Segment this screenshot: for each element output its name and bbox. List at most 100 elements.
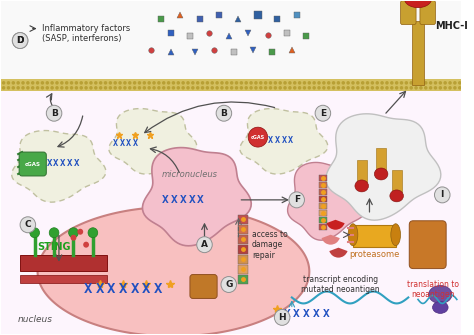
- Circle shape: [419, 86, 423, 90]
- Circle shape: [327, 81, 330, 85]
- Circle shape: [356, 81, 360, 85]
- Text: X: X: [107, 282, 116, 296]
- Text: access to
damage
repair: access to damage repair: [252, 230, 288, 260]
- Circle shape: [74, 81, 78, 85]
- Circle shape: [201, 81, 204, 85]
- Circle shape: [60, 86, 64, 90]
- Circle shape: [65, 86, 68, 90]
- Circle shape: [7, 86, 10, 90]
- Circle shape: [288, 81, 292, 85]
- Text: X: X: [313, 310, 319, 319]
- Circle shape: [17, 86, 20, 90]
- Circle shape: [278, 86, 282, 90]
- Ellipse shape: [428, 285, 452, 304]
- Circle shape: [371, 86, 374, 90]
- Circle shape: [312, 86, 316, 90]
- Circle shape: [366, 81, 369, 85]
- Circle shape: [448, 86, 452, 90]
- Circle shape: [84, 81, 88, 85]
- Bar: [20, 255, 108, 271]
- Circle shape: [167, 86, 170, 90]
- Ellipse shape: [374, 168, 388, 180]
- Circle shape: [70, 86, 73, 90]
- Text: X: X: [67, 158, 73, 168]
- Circle shape: [182, 81, 185, 85]
- Text: cGAS: cGAS: [251, 135, 265, 140]
- Wedge shape: [329, 248, 347, 258]
- Bar: [0, 85, 461, 334]
- Text: G: G: [225, 280, 232, 289]
- Text: MHC-I: MHC-I: [436, 20, 468, 30]
- Polygon shape: [12, 131, 106, 202]
- Circle shape: [230, 81, 233, 85]
- Circle shape: [235, 81, 238, 85]
- Bar: [392, 170, 401, 192]
- Circle shape: [2, 86, 5, 90]
- Bar: [319, 196, 327, 202]
- Circle shape: [94, 86, 98, 90]
- FancyBboxPatch shape: [190, 275, 217, 298]
- Circle shape: [410, 81, 413, 85]
- FancyBboxPatch shape: [420, 1, 436, 24]
- Circle shape: [147, 81, 151, 85]
- Circle shape: [128, 86, 131, 90]
- Circle shape: [206, 81, 209, 85]
- Circle shape: [317, 81, 321, 85]
- Text: STING: STING: [37, 242, 71, 252]
- Circle shape: [332, 81, 335, 85]
- Circle shape: [99, 81, 102, 85]
- Circle shape: [220, 86, 224, 90]
- Circle shape: [26, 86, 29, 90]
- Circle shape: [55, 81, 59, 85]
- Circle shape: [113, 86, 117, 90]
- Circle shape: [303, 86, 306, 90]
- Circle shape: [444, 81, 447, 85]
- Ellipse shape: [404, 0, 432, 8]
- Bar: [238, 245, 248, 254]
- Circle shape: [235, 86, 238, 90]
- Circle shape: [36, 86, 39, 90]
- Circle shape: [84, 86, 88, 90]
- Circle shape: [70, 81, 73, 85]
- Circle shape: [269, 86, 272, 90]
- Text: Inflammatory factors
(SASP, interferons): Inflammatory factors (SASP, interferons): [43, 24, 131, 43]
- Circle shape: [21, 81, 25, 85]
- Bar: [238, 275, 248, 283]
- Circle shape: [65, 81, 68, 85]
- Circle shape: [186, 81, 190, 85]
- Circle shape: [49, 228, 59, 238]
- Circle shape: [186, 86, 190, 90]
- Bar: [319, 182, 327, 188]
- Circle shape: [414, 81, 418, 85]
- Wedge shape: [327, 220, 345, 230]
- Text: X: X: [133, 139, 138, 148]
- Circle shape: [17, 81, 20, 85]
- Polygon shape: [326, 114, 441, 220]
- Circle shape: [283, 86, 287, 90]
- Circle shape: [453, 86, 456, 90]
- Circle shape: [273, 86, 277, 90]
- Circle shape: [83, 242, 89, 248]
- Circle shape: [269, 81, 272, 85]
- Circle shape: [230, 86, 233, 90]
- Circle shape: [138, 86, 141, 90]
- Text: X: X: [282, 136, 287, 145]
- Circle shape: [385, 86, 389, 90]
- Circle shape: [405, 86, 408, 90]
- Bar: [238, 225, 248, 234]
- Circle shape: [21, 86, 25, 90]
- Circle shape: [20, 217, 36, 233]
- Text: C: C: [25, 220, 31, 229]
- Circle shape: [216, 105, 232, 121]
- Circle shape: [429, 86, 432, 90]
- Circle shape: [89, 86, 93, 90]
- Circle shape: [458, 81, 462, 85]
- Circle shape: [429, 81, 432, 85]
- Bar: [319, 203, 327, 209]
- Circle shape: [444, 86, 447, 90]
- Circle shape: [303, 81, 306, 85]
- Circle shape: [248, 127, 268, 147]
- Circle shape: [264, 86, 267, 90]
- Circle shape: [157, 86, 161, 90]
- Text: E: E: [320, 109, 326, 118]
